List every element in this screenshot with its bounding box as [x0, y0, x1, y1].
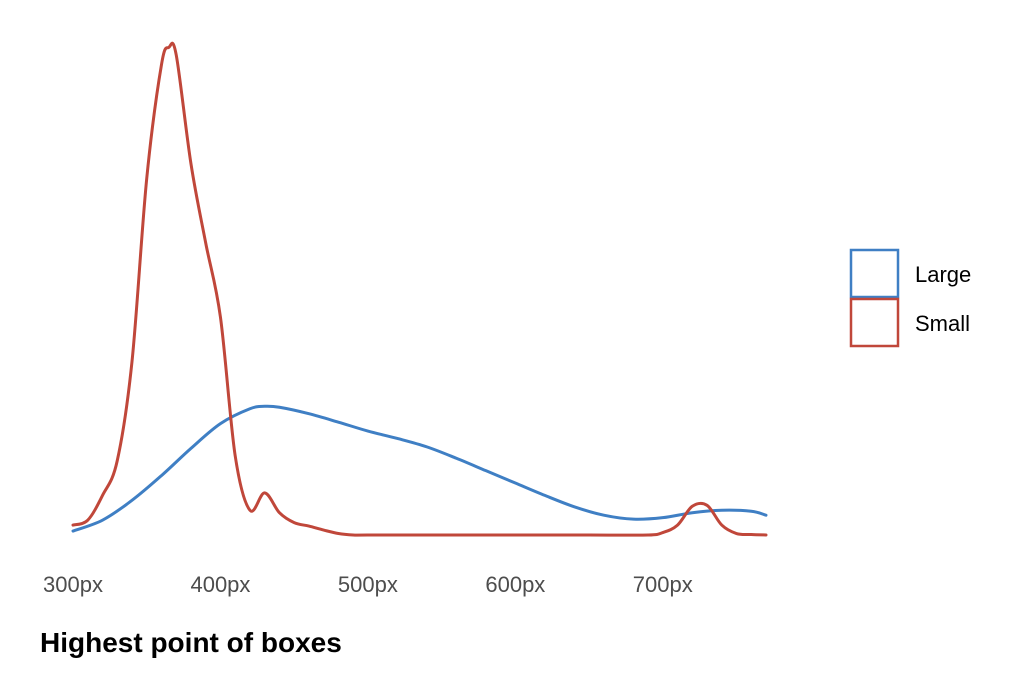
legend-item-small: Small	[849, 297, 970, 348]
series-line-small	[71, 41, 768, 537]
legend: Large Small	[849, 248, 971, 348]
legend-swatch	[849, 248, 900, 299]
plot-lines	[71, 41, 768, 537]
legend-label: Large	[915, 262, 971, 287]
legend-swatch	[849, 297, 900, 348]
x-axis-label: Highest point of boxes	[40, 627, 342, 658]
x-tick-label: 300px	[43, 572, 103, 597]
series-line-large	[71, 404, 768, 533]
x-axis-ticks: 300px 400px 500px 600px 700px	[43, 572, 693, 597]
legend-label: Small	[915, 311, 970, 336]
x-tick-label: 400px	[190, 572, 250, 597]
x-tick-label: 500px	[338, 572, 398, 597]
x-tick-label: 700px	[633, 572, 693, 597]
x-tick-label: 600px	[485, 572, 545, 597]
legend-item-large: Large	[849, 248, 971, 299]
